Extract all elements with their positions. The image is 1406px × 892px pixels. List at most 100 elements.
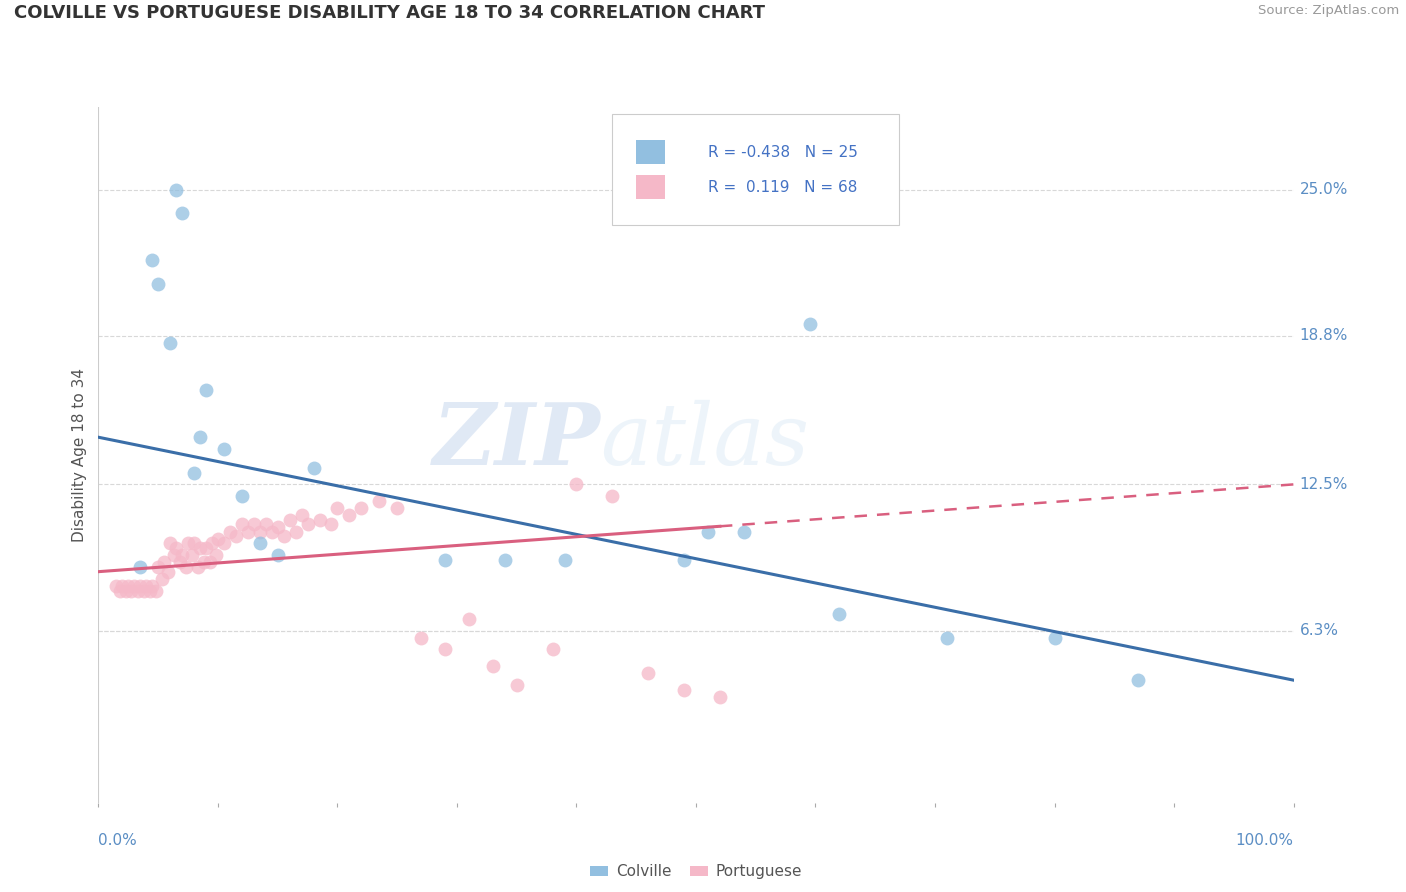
Point xyxy=(135,579,157,593)
Point xyxy=(368,494,391,508)
Text: ZIP: ZIP xyxy=(433,400,600,483)
Point xyxy=(1043,631,1066,645)
Point xyxy=(267,548,290,562)
Point xyxy=(108,583,131,598)
Point xyxy=(188,541,211,555)
Point xyxy=(481,659,505,673)
Point xyxy=(249,536,271,550)
Point xyxy=(188,430,211,444)
Point xyxy=(180,548,202,562)
Y-axis label: Disability Age 18 to 34: Disability Age 18 to 34 xyxy=(72,368,87,542)
Point xyxy=(127,583,149,598)
Point xyxy=(254,517,277,532)
Point xyxy=(673,682,696,697)
Point xyxy=(284,524,307,539)
Point xyxy=(236,524,259,539)
Point xyxy=(194,541,217,555)
Point xyxy=(193,555,215,569)
Point xyxy=(207,532,229,546)
Point xyxy=(212,536,235,550)
Point xyxy=(278,513,301,527)
Point xyxy=(321,517,343,532)
Point xyxy=(231,489,253,503)
Point xyxy=(697,524,720,539)
Text: 25.0%: 25.0% xyxy=(1299,182,1348,197)
Text: COLVILLE VS PORTUGUESE DISABILITY AGE 18 TO 34 CORRELATION CHART: COLVILLE VS PORTUGUESE DISABILITY AGE 18… xyxy=(14,4,765,22)
Point xyxy=(159,536,181,550)
Point xyxy=(132,583,155,598)
Point xyxy=(219,524,242,539)
Point xyxy=(172,548,194,562)
Point xyxy=(172,206,194,220)
Point xyxy=(115,583,138,598)
Point xyxy=(935,631,957,645)
Point xyxy=(198,555,221,569)
Point xyxy=(124,579,146,593)
Point xyxy=(733,524,755,539)
Bar xyxy=(636,175,665,199)
Point xyxy=(145,583,167,598)
Point xyxy=(111,579,134,593)
Point xyxy=(385,500,409,515)
Text: 0.0%: 0.0% xyxy=(98,833,138,848)
Text: atlas: atlas xyxy=(600,400,810,483)
Point xyxy=(308,513,330,527)
Point xyxy=(156,565,179,579)
Point xyxy=(201,536,224,550)
Point xyxy=(290,508,312,522)
Point xyxy=(350,500,373,515)
Point xyxy=(828,607,851,621)
Point xyxy=(1128,673,1150,688)
Point xyxy=(554,553,576,567)
Point xyxy=(799,317,821,331)
Text: R =  0.119   N = 68: R = 0.119 N = 68 xyxy=(709,179,858,194)
Point xyxy=(709,690,731,704)
Point xyxy=(148,560,170,574)
Point xyxy=(150,572,173,586)
Point xyxy=(260,524,283,539)
Point xyxy=(139,583,162,598)
Point xyxy=(165,541,187,555)
Point xyxy=(565,477,588,491)
Legend: Colville, Portuguese: Colville, Portuguese xyxy=(583,858,808,886)
Point xyxy=(129,560,152,574)
Text: 100.0%: 100.0% xyxy=(1236,833,1294,848)
Text: Source: ZipAtlas.com: Source: ZipAtlas.com xyxy=(1258,4,1399,18)
Point xyxy=(600,489,623,503)
Point xyxy=(183,536,205,550)
Point xyxy=(153,555,176,569)
Point xyxy=(187,560,209,574)
Point xyxy=(433,642,456,657)
Point xyxy=(411,631,433,645)
Point xyxy=(249,524,271,539)
Point xyxy=(212,442,235,456)
Point xyxy=(117,579,139,593)
Point xyxy=(194,383,217,397)
Point xyxy=(129,579,152,593)
Bar xyxy=(636,140,665,164)
Point xyxy=(541,642,564,657)
Point xyxy=(165,183,187,197)
Point xyxy=(506,678,529,692)
Point xyxy=(141,579,163,593)
Point xyxy=(120,583,142,598)
Point xyxy=(494,553,516,567)
Point xyxy=(433,553,456,567)
Point xyxy=(673,553,696,567)
Point xyxy=(183,466,205,480)
Point xyxy=(243,517,266,532)
Point xyxy=(177,536,200,550)
Point xyxy=(163,548,186,562)
Point xyxy=(637,666,659,681)
Point xyxy=(169,555,191,569)
Point xyxy=(302,461,325,475)
Point xyxy=(225,529,247,543)
Point xyxy=(204,548,226,562)
Point xyxy=(267,520,290,534)
Point xyxy=(326,500,349,515)
Point xyxy=(458,612,481,626)
FancyBboxPatch shape xyxy=(612,114,900,226)
Point xyxy=(141,253,163,268)
Point xyxy=(337,508,360,522)
Text: R = -0.438   N = 25: R = -0.438 N = 25 xyxy=(709,145,858,160)
